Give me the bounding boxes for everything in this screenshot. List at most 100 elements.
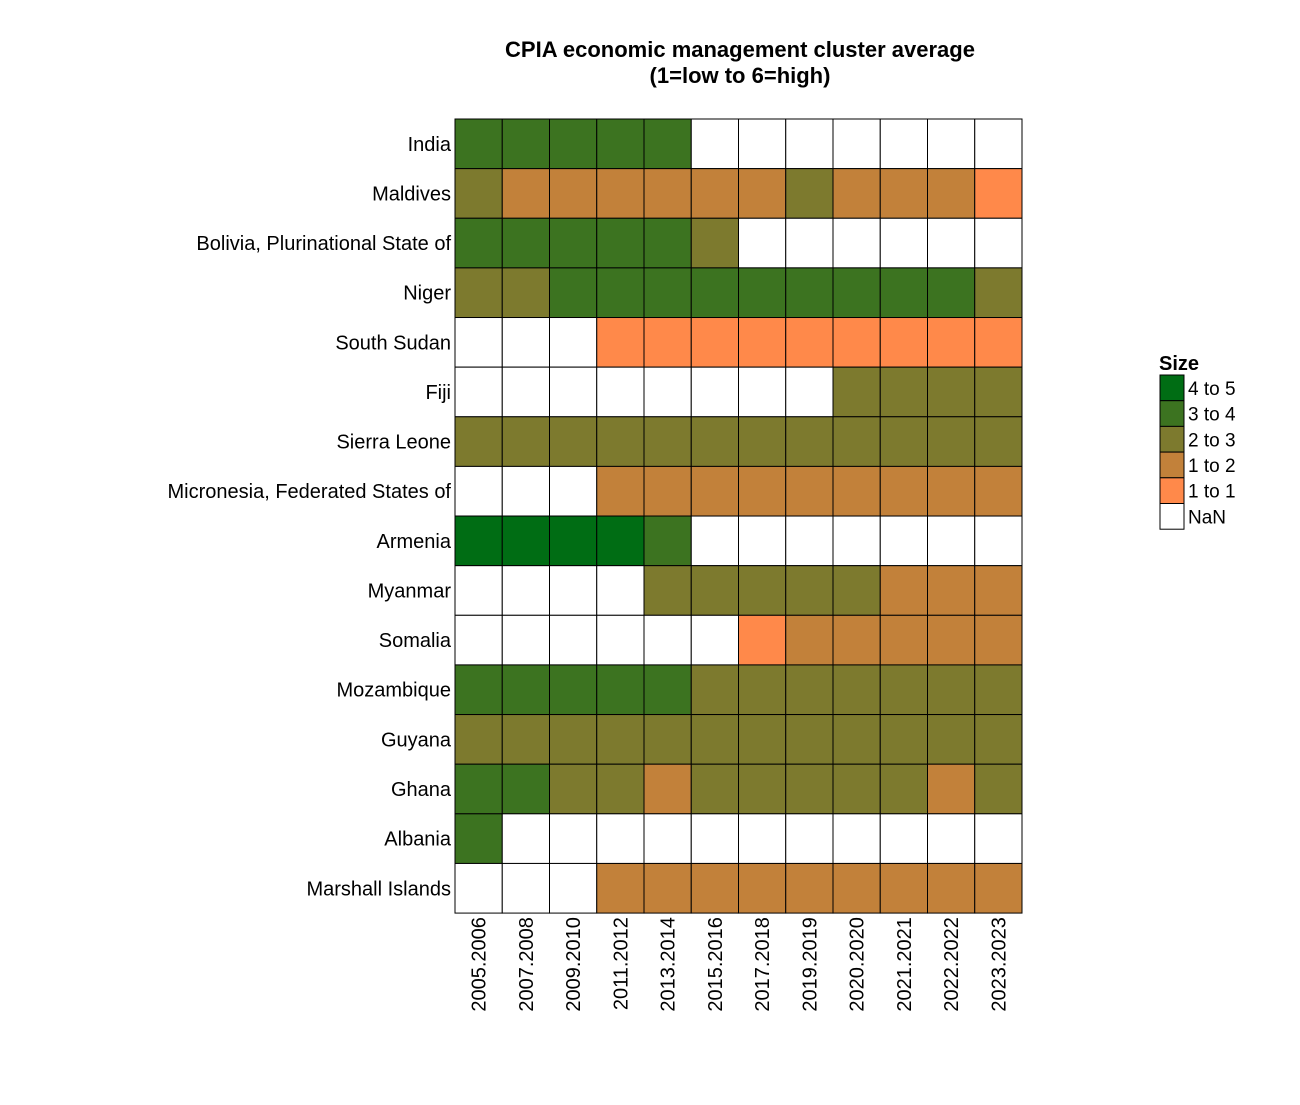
heatmap-cell [879, 465, 928, 517]
heatmap-cell [832, 565, 881, 616]
x-tick-label: 2013.2014 [658, 917, 680, 1012]
heatmap-cell [832, 317, 881, 368]
heatmap-cell [643, 813, 692, 864]
heatmap-cell [690, 763, 739, 815]
heatmap-cell [927, 813, 976, 864]
heatmap-cell [549, 168, 598, 219]
heatmap-cell [879, 267, 928, 319]
heatmap-cell [690, 416, 739, 467]
legend-swatch [1159, 374, 1185, 402]
heatmap-cell [596, 862, 645, 914]
heatmap-cell [501, 267, 550, 319]
heatmap-cell [927, 862, 976, 914]
heatmap-cell [785, 118, 834, 170]
x-tick-label: 2011.2012 [610, 917, 632, 1010]
heatmap-cell [549, 813, 598, 864]
heatmap-cell [501, 317, 550, 368]
heatmap-cell [454, 465, 503, 517]
heatmap-cell [785, 664, 834, 716]
legend-swatch [1159, 425, 1185, 453]
heatmap-cell [690, 118, 739, 170]
heatmap-cell [832, 267, 881, 319]
y-tick-label: Niger [403, 283, 451, 305]
y-tick-label: Ghana [391, 779, 452, 801]
heatmap-cell [832, 515, 881, 567]
heatmap-cell [643, 168, 692, 219]
heatmap-cell [879, 118, 928, 170]
heatmap-cell [785, 168, 834, 219]
heatmap-cell [974, 118, 1023, 170]
heatmap-cell [785, 614, 834, 666]
heatmap-cell [785, 465, 834, 517]
heatmap-cell [974, 565, 1023, 616]
heatmap-cell [738, 317, 787, 368]
heatmap-cell [643, 416, 692, 467]
heatmap-cell [690, 664, 739, 716]
legend-label: NaN [1188, 507, 1226, 528]
heatmap-cell [785, 267, 834, 319]
heatmap-cell [454, 118, 503, 170]
x-tick-label: 2021.2021 [894, 917, 916, 1012]
heatmap-cell [454, 217, 503, 269]
heatmap-cell [832, 168, 881, 219]
heatmap-cell [501, 862, 550, 914]
heatmap-cell [927, 267, 976, 319]
y-tick-label: Mozambique [336, 680, 451, 702]
heatmap-cell [549, 614, 598, 666]
heatmap-cell [549, 366, 598, 418]
heatmap-cell [974, 267, 1023, 319]
heatmap-cell [549, 515, 598, 567]
heatmap-cell [596, 763, 645, 815]
heatmap-cell [549, 714, 598, 765]
heatmap-cell [974, 416, 1023, 467]
legend-label: 1 to 1 [1188, 482, 1236, 503]
heatmap-cell [879, 416, 928, 467]
y-tick-label: Bolivia, Plurinational State of [196, 233, 451, 255]
heatmap-cell [927, 118, 976, 170]
heatmap-cell [738, 813, 787, 864]
y-tick-label: Fiji [425, 382, 451, 404]
heatmap-cell [785, 763, 834, 815]
heatmap-cells [454, 118, 1023, 914]
heatmap-cell [643, 614, 692, 666]
heatmap-cell [643, 714, 692, 765]
heatmap-cell [549, 862, 598, 914]
heatmap-cell [501, 664, 550, 716]
y-tick-label: Albania [384, 829, 452, 851]
legend-swatch [1159, 400, 1185, 427]
legend-swatch [1159, 477, 1185, 504]
heatmap-cell [879, 714, 928, 765]
heatmap-cell [454, 168, 503, 219]
heatmap-cell [643, 217, 692, 269]
y-tick-label: Maldives [372, 183, 451, 205]
heatmap-cell [974, 664, 1023, 716]
heatmap-cell [738, 366, 787, 418]
heatmap-cell [738, 862, 787, 914]
heatmap-cell [454, 714, 503, 765]
x-tick-label: 2019.2019 [799, 917, 821, 1012]
heatmap-cell [879, 515, 928, 567]
heatmap-cell [974, 366, 1023, 418]
heatmap-cell [549, 217, 598, 269]
heatmap-cell [927, 515, 976, 567]
heatmap-cell [454, 763, 503, 815]
x-tick-label: 2015.2016 [705, 917, 727, 1012]
heatmap-cell [879, 565, 928, 616]
legend-label: 1 to 2 [1188, 456, 1236, 477]
heatmap-cell [501, 366, 550, 418]
heatmap-cell [454, 813, 503, 864]
heatmap-cell [596, 714, 645, 765]
heatmap-cell [690, 366, 739, 418]
heatmap-cell [879, 763, 928, 815]
heatmap-cell [501, 763, 550, 815]
x-axis-labels: 2005.2006 2007.2008 2009.2010 2011.2012 2013… [469, 917, 1011, 1012]
heatmap-cell [690, 813, 739, 864]
y-tick-label: India [408, 134, 452, 156]
heatmap-cell [690, 217, 739, 269]
heatmap-cell [927, 416, 976, 467]
heatmap-cell [596, 565, 645, 616]
heatmap-cell [785, 317, 834, 368]
heatmap-cell [738, 664, 787, 716]
